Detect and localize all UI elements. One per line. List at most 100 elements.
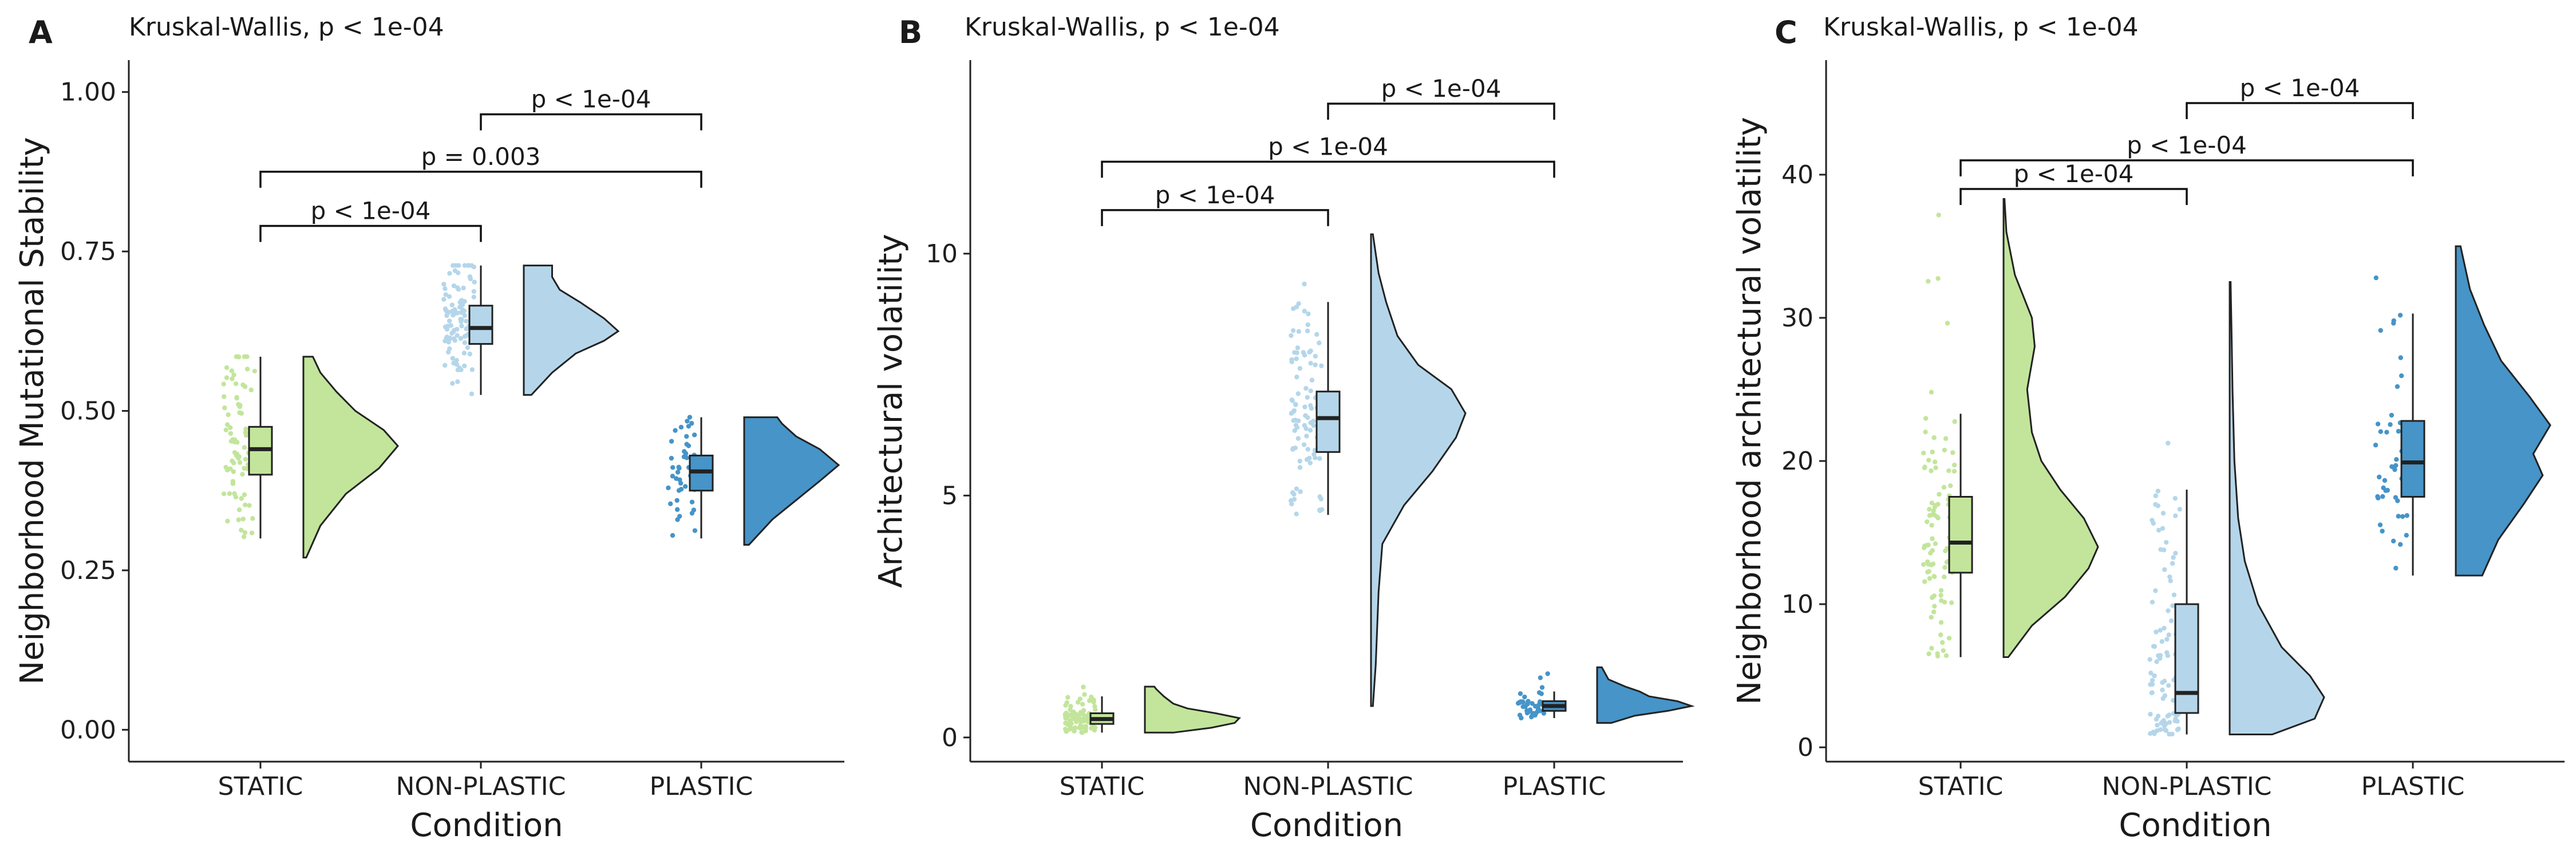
data-point bbox=[1927, 576, 1933, 581]
data-point bbox=[1926, 458, 1931, 463]
data-point bbox=[2400, 514, 2405, 519]
group-non-plastic bbox=[441, 263, 620, 397]
data-point bbox=[226, 412, 231, 417]
data-point bbox=[1292, 428, 1297, 434]
data-point bbox=[1290, 328, 1296, 333]
data-point bbox=[1935, 276, 1941, 281]
x-tick-label: NON-PLASTIC bbox=[1243, 772, 1413, 801]
data-point bbox=[1303, 426, 1309, 431]
data-point bbox=[1937, 491, 1942, 497]
data-point bbox=[2399, 373, 2404, 379]
data-point bbox=[2151, 644, 2156, 649]
data-point bbox=[2166, 608, 2171, 613]
data-point bbox=[1086, 698, 1092, 703]
data-point bbox=[685, 419, 690, 424]
data-point bbox=[2168, 618, 2174, 624]
data-point bbox=[1946, 468, 1951, 474]
data-point bbox=[464, 333, 469, 338]
data-point bbox=[472, 279, 477, 285]
data-point bbox=[2380, 529, 2385, 534]
data-point bbox=[451, 336, 457, 341]
data-point bbox=[1317, 456, 1322, 461]
y-tick-label: 0.75 bbox=[60, 237, 116, 266]
data-point bbox=[2166, 632, 2171, 637]
data-point bbox=[2392, 467, 2397, 472]
data-point bbox=[1308, 348, 1313, 353]
data-point bbox=[682, 449, 687, 454]
data-point bbox=[2168, 578, 2173, 584]
data-point bbox=[1289, 411, 1294, 416]
data-point bbox=[1950, 450, 1955, 455]
data-point bbox=[1069, 721, 1074, 726]
data-point bbox=[471, 294, 476, 300]
data-point bbox=[689, 421, 694, 426]
data-point bbox=[469, 263, 474, 268]
data-point bbox=[670, 533, 675, 538]
data-point bbox=[1307, 460, 1313, 466]
data-point bbox=[1941, 484, 1947, 490]
data-point bbox=[228, 431, 234, 436]
data-point bbox=[684, 434, 689, 439]
half-violin bbox=[743, 416, 840, 546]
y-tick-label: 40 bbox=[1781, 160, 1814, 190]
box bbox=[2174, 603, 2199, 714]
data-point bbox=[1305, 447, 1310, 452]
data-point bbox=[2389, 412, 2395, 418]
data-point bbox=[1923, 416, 1929, 421]
data-point bbox=[1930, 595, 1935, 600]
data-point bbox=[2172, 513, 2178, 518]
data-point bbox=[442, 338, 448, 344]
half-violin bbox=[2002, 198, 2099, 658]
data-point bbox=[2151, 730, 2156, 735]
kruskal-wallis-label: Kruskal-Wallis, p < 1e-04 bbox=[1823, 13, 2139, 42]
data-point bbox=[1069, 712, 1074, 717]
data-point bbox=[1942, 565, 1947, 570]
data-point bbox=[1925, 569, 1930, 575]
data-point bbox=[1925, 559, 1930, 565]
data-point bbox=[1945, 546, 1950, 551]
data-point bbox=[443, 292, 448, 297]
data-point bbox=[2404, 533, 2409, 538]
data-point bbox=[2378, 328, 2383, 333]
data-point bbox=[2150, 681, 2155, 687]
data-point bbox=[2166, 440, 2171, 446]
data-point bbox=[1302, 309, 1307, 314]
data-point bbox=[1092, 725, 1098, 730]
jitter-points bbox=[1062, 684, 1098, 735]
data-point bbox=[2152, 673, 2157, 679]
data-point bbox=[2166, 683, 2171, 688]
data-point bbox=[2160, 511, 2166, 516]
data-point bbox=[1925, 519, 1930, 525]
group-plastic bbox=[1515, 666, 1695, 724]
data-point bbox=[442, 362, 448, 368]
data-point bbox=[237, 410, 242, 415]
half-violin bbox=[2455, 245, 2551, 577]
data-point bbox=[1065, 695, 1070, 700]
data-point bbox=[1302, 404, 1307, 409]
data-point bbox=[233, 381, 239, 387]
group-static bbox=[1921, 198, 2099, 659]
data-point bbox=[1314, 332, 1319, 337]
panel-letter: A bbox=[29, 14, 53, 50]
data-point bbox=[441, 282, 447, 287]
data-point bbox=[2382, 478, 2388, 483]
data-point bbox=[224, 365, 230, 371]
x-axis-title: Condition bbox=[1250, 807, 1403, 844]
data-point bbox=[1538, 675, 1543, 680]
data-point bbox=[1931, 609, 1937, 614]
data-point bbox=[1530, 701, 1535, 706]
data-point bbox=[1522, 694, 1527, 700]
data-point bbox=[678, 480, 683, 486]
data-point bbox=[450, 381, 455, 386]
data-point bbox=[1949, 600, 1954, 605]
data-point bbox=[2158, 628, 2163, 633]
data-point bbox=[469, 391, 475, 397]
data-point bbox=[2175, 719, 2180, 724]
data-point bbox=[222, 394, 227, 399]
x-tick-label: PLASTIC bbox=[650, 772, 753, 801]
data-point bbox=[2396, 428, 2401, 434]
data-point bbox=[230, 376, 235, 381]
data-point bbox=[447, 318, 452, 324]
data-point bbox=[668, 501, 673, 506]
data-point bbox=[462, 363, 467, 369]
